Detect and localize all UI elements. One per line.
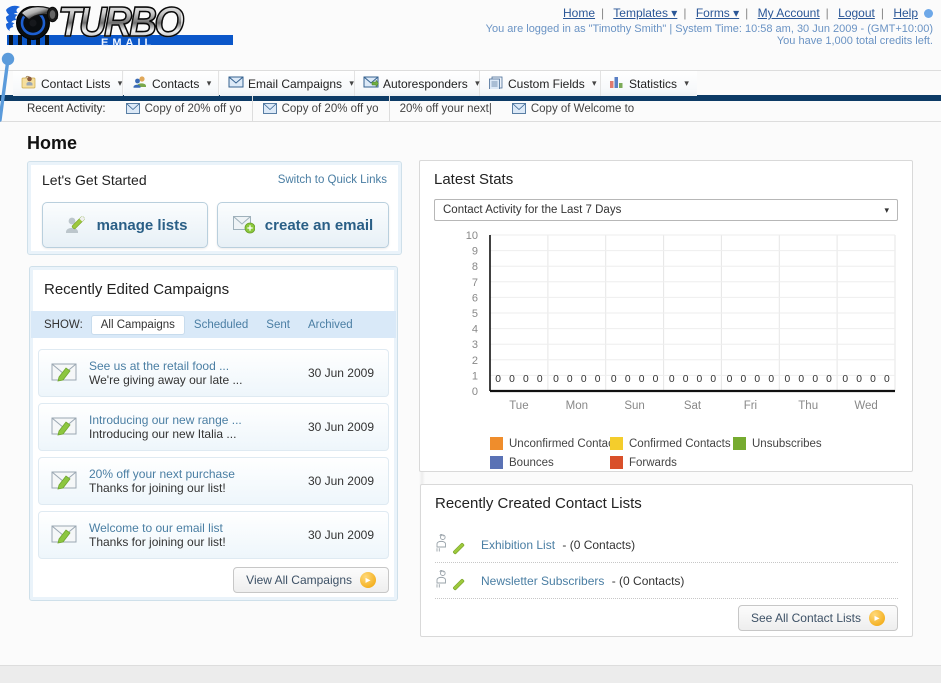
svg-text:0: 0 (856, 374, 862, 385)
svg-text:8: 8 (472, 261, 478, 273)
svg-text:6: 6 (472, 292, 478, 304)
svg-text:0: 0 (884, 374, 890, 385)
svg-text:0: 0 (653, 374, 659, 385)
svg-text:10: 10 (466, 231, 478, 242)
svg-text:0: 0 (509, 374, 515, 385)
svg-text:0: 0 (826, 374, 832, 385)
svg-text:0: 0 (710, 374, 716, 385)
svg-text:0: 0 (523, 374, 529, 385)
svg-text:0: 0 (611, 374, 617, 385)
svg-text:Sat: Sat (684, 400, 702, 412)
svg-text:0: 0 (683, 374, 689, 385)
svg-text:0: 0 (768, 374, 774, 385)
svg-text:0: 0 (639, 374, 645, 385)
svg-text:0: 0 (798, 374, 804, 385)
svg-text:Mon: Mon (566, 400, 588, 412)
svg-text:0: 0 (553, 374, 559, 385)
svg-text:7: 7 (472, 277, 478, 289)
svg-text:Sun: Sun (624, 400, 644, 412)
svg-text:Fri: Fri (744, 400, 757, 412)
svg-text:0: 0 (669, 374, 675, 385)
svg-text:0: 0 (741, 374, 747, 385)
svg-text:0: 0 (472, 386, 478, 398)
svg-text:4: 4 (472, 324, 478, 336)
svg-text:0: 0 (581, 374, 587, 385)
svg-text:3: 3 (472, 339, 478, 351)
svg-text:0: 0 (812, 374, 818, 385)
svg-text:0: 0 (595, 374, 601, 385)
svg-text:5: 5 (472, 308, 478, 320)
svg-text:Thu: Thu (798, 400, 818, 412)
svg-text:0: 0 (870, 374, 876, 385)
svg-text:0: 0 (567, 374, 573, 385)
svg-text:0: 0 (697, 374, 703, 385)
svg-text:0: 0 (537, 374, 543, 385)
svg-text:Tue: Tue (509, 400, 528, 412)
svg-text:0: 0 (842, 374, 848, 385)
svg-text:0: 0 (754, 374, 760, 385)
svg-text:9: 9 (472, 246, 478, 258)
svg-text:0: 0 (495, 374, 501, 385)
svg-text:0: 0 (625, 374, 631, 385)
svg-text:1: 1 (472, 370, 478, 382)
svg-text:Wed: Wed (854, 400, 877, 412)
svg-text:2: 2 (472, 355, 478, 367)
svg-text:0: 0 (785, 374, 791, 385)
svg-text:0: 0 (727, 374, 733, 385)
